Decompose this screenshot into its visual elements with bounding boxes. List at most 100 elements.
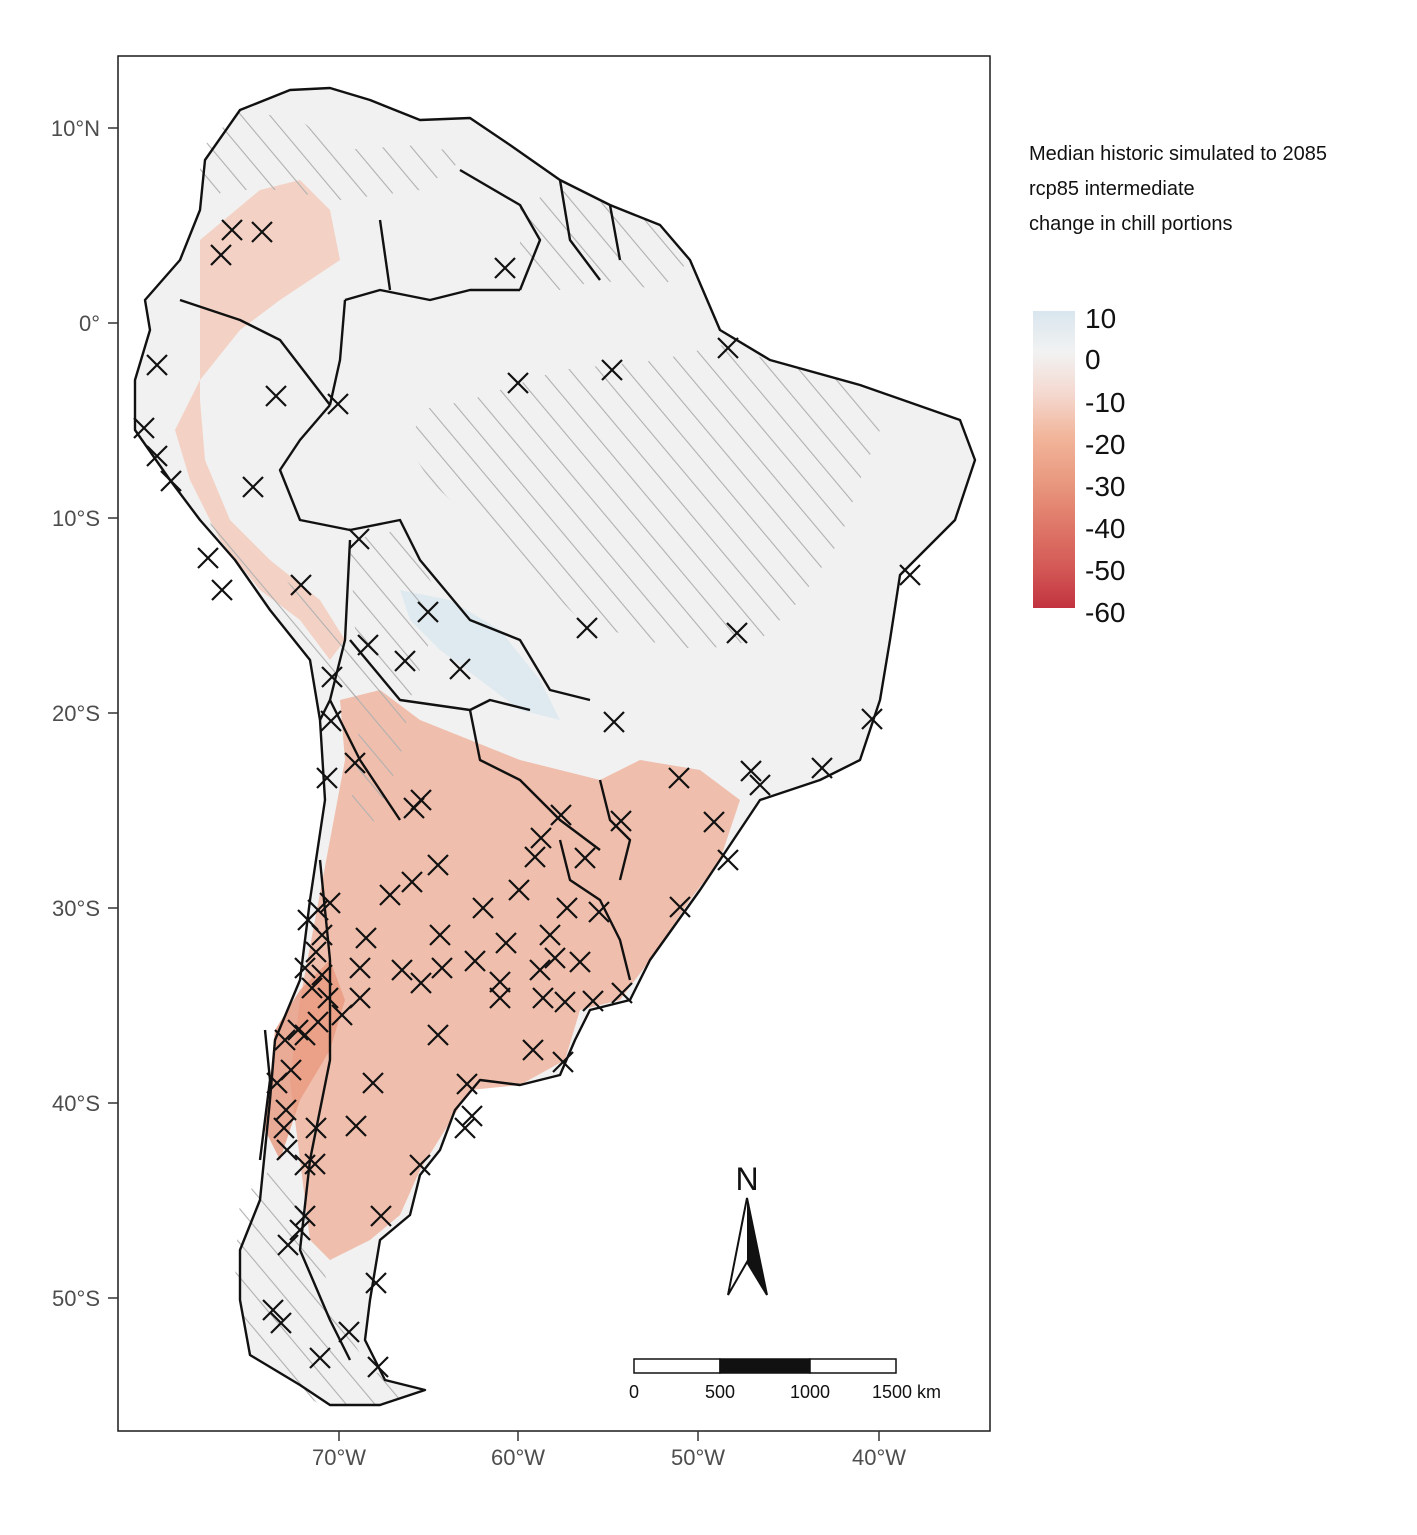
station-marker [362, 1072, 384, 1094]
legend-label: -60 [1085, 597, 1125, 628]
station-marker [456, 1073, 478, 1095]
station-marker [530, 827, 552, 849]
station-marker [574, 847, 596, 869]
lon-tick-label: 40°W [852, 1445, 906, 1470]
station-marker [489, 987, 511, 1009]
lon-tick-label: 50°W [671, 1445, 725, 1470]
station-marker [431, 957, 453, 979]
station-marker [726, 622, 748, 644]
hatched-area-amazon [410, 345, 880, 650]
station-marker [391, 959, 413, 981]
station-marker [522, 1039, 544, 1061]
station-marker [668, 767, 690, 789]
station-marker [316, 767, 338, 789]
station-marker [311, 924, 333, 946]
station-marker [394, 650, 416, 672]
station-marker [320, 710, 342, 732]
station-marker [265, 385, 287, 407]
station-marker [508, 879, 530, 901]
north-arrow: N [727, 1161, 768, 1296]
station-marker [582, 990, 604, 1012]
station-marker [338, 1321, 360, 1343]
station-marker [274, 1029, 296, 1051]
legend-title-line: rcp85 intermediate [1029, 178, 1195, 200]
cool-region-bolivia [400, 590, 560, 720]
lat-axis: 10°N 0° 10°S 20°S 30°S 40°S 50°S [51, 116, 118, 1311]
station-marker [210, 244, 232, 266]
station-marker [311, 964, 333, 986]
scale-bar: 0 500 1000 1500 km [629, 1358, 941, 1402]
station-marker [703, 811, 725, 833]
station-marker [588, 901, 610, 923]
station-marker [370, 1205, 392, 1227]
lat-tick-label: 10°S [52, 506, 100, 531]
station-marker [349, 957, 371, 979]
station-marker [507, 372, 529, 394]
station-marker [403, 797, 425, 819]
scale-label: 0 [629, 1382, 639, 1402]
legend-label: 10 [1085, 303, 1116, 334]
legend-label: 0 [1085, 344, 1101, 375]
station-marker [610, 810, 632, 832]
station-marker [427, 854, 449, 876]
lat-tick: 50°S [52, 1286, 118, 1311]
station-marker [569, 951, 591, 973]
legend-title-line: Median historic simulated to 2085 [1029, 143, 1327, 165]
lat-tick: 30°S [52, 896, 118, 921]
station-marker [669, 896, 691, 918]
station-marker [357, 634, 379, 656]
station-marker [461, 1105, 483, 1127]
station-marker [464, 950, 486, 972]
station-marker [811, 757, 833, 779]
station-marker [532, 987, 554, 1009]
station-marker [556, 897, 578, 919]
legend-label: -50 [1085, 555, 1125, 586]
lat-tick-label: 20°S [52, 701, 100, 726]
legend-label: -20 [1085, 429, 1125, 460]
station-marker [603, 711, 625, 733]
station-marker [294, 957, 316, 979]
station-marker [273, 1117, 295, 1139]
station-marker [429, 924, 451, 946]
station-marker [611, 982, 633, 1004]
station-marker [290, 574, 312, 596]
warm-region-andes [175, 180, 345, 660]
lat-tick-label: 30°S [52, 896, 100, 921]
station-marker [270, 1312, 292, 1334]
station-marker [550, 804, 572, 826]
station-marker [489, 971, 511, 993]
hatched-area-bolivia [345, 530, 440, 830]
station-marker [160, 470, 182, 492]
station-marker [494, 257, 516, 279]
station-marker [529, 959, 551, 981]
station-marker [317, 987, 339, 1009]
station-marker [309, 1347, 331, 1369]
station-marker [576, 617, 598, 639]
station-marker [601, 359, 623, 381]
legend: Median historic simulated to 2085 rcp85 … [1029, 143, 1327, 628]
station-marker [472, 897, 494, 919]
station-marker [349, 987, 371, 1009]
station-marker [449, 658, 471, 680]
lat-tick-label: 0° [79, 311, 100, 336]
station-marker [146, 445, 168, 467]
scale-label: 1500 km [872, 1382, 941, 1402]
station-marker [304, 1153, 326, 1175]
hatched-area-guianas [520, 190, 690, 295]
lat-tick: 40°S [52, 1091, 118, 1116]
legend-label: -10 [1085, 387, 1125, 418]
station-marker [305, 1117, 327, 1139]
station-marker [899, 564, 921, 586]
station-marker [294, 1205, 316, 1227]
station-marker [348, 528, 370, 550]
station-marker [294, 1154, 316, 1176]
hatched-area-north [200, 110, 470, 200]
station-marker [305, 941, 327, 963]
station-markers [133, 219, 921, 1378]
station-marker [861, 708, 883, 730]
north-arrow-shade [747, 1198, 767, 1295]
station-marker [289, 1219, 311, 1241]
station-marker [495, 932, 517, 954]
station-marker [401, 871, 423, 893]
